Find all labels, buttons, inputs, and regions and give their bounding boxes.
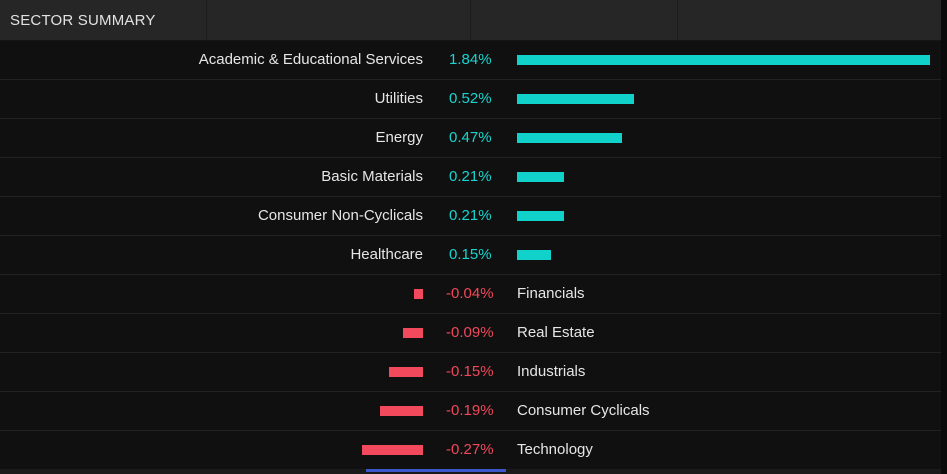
sector-row: Healthcare 0.15% xyxy=(0,236,941,275)
sector-value: 1.84% xyxy=(449,51,492,68)
sector-row: Basic Materials 0.21% xyxy=(0,158,941,197)
sector-row: Consumer Cyclicals -0.19% xyxy=(0,392,941,431)
sector-row: Real Estate -0.09% xyxy=(0,314,941,353)
sector-row: Technology -0.27% xyxy=(0,431,941,470)
bottom-tab-strip xyxy=(0,469,941,474)
sector-bar xyxy=(517,172,564,182)
panel-title: SECTOR SUMMARY xyxy=(10,12,156,29)
sector-row: Utilities 0.52% xyxy=(0,80,941,119)
panel-header: SECTOR SUMMARY xyxy=(0,0,941,41)
sector-label: Financials xyxy=(517,285,585,302)
sector-bar xyxy=(389,367,423,377)
sector-rows: Academic & Educational Services 1.84% Util… xyxy=(0,41,941,470)
sector-bar xyxy=(380,406,423,416)
sector-row: Consumer Non-Cyclicals 0.21% xyxy=(0,197,941,236)
sector-label: Academic & Educational Services xyxy=(198,51,423,68)
scrollbar-gutter xyxy=(941,0,947,474)
sector-value: 0.15% xyxy=(449,246,492,263)
sector-label: Consumer Non-Cyclicals xyxy=(257,207,423,224)
sector-label: Utilities xyxy=(374,90,423,107)
sector-label: Healthcare xyxy=(350,246,423,263)
sector-row: Industrials -0.15% xyxy=(0,353,941,392)
sector-bar xyxy=(362,445,423,455)
sector-row: Energy 0.47% xyxy=(0,119,941,158)
sector-value: 0.52% xyxy=(449,90,492,107)
sector-value: 0.21% xyxy=(449,168,492,185)
header-divider xyxy=(677,0,678,40)
sector-bar xyxy=(517,94,634,104)
sector-bar xyxy=(403,328,423,338)
sector-label: Real Estate xyxy=(517,324,595,341)
sector-label: Energy xyxy=(375,129,423,146)
sector-label: Basic Materials xyxy=(321,168,423,185)
sector-bar xyxy=(517,133,622,143)
sector-row: Academic & Educational Services 1.84% xyxy=(0,41,941,80)
sector-bar xyxy=(517,211,564,221)
sector-label: Industrials xyxy=(517,363,586,380)
sector-bar xyxy=(517,250,551,260)
header-divider xyxy=(206,0,207,40)
sector-bar xyxy=(414,289,423,299)
sector-value: -0.15% xyxy=(446,363,494,380)
sector-value: -0.27% xyxy=(446,441,494,458)
sector-bar xyxy=(517,55,930,65)
sector-value: 0.21% xyxy=(449,207,492,224)
sector-label: Consumer Cyclicals xyxy=(517,402,650,419)
sector-value: -0.04% xyxy=(446,285,494,302)
sector-row: Financials -0.04% xyxy=(0,275,941,314)
active-tab-indicator xyxy=(366,469,506,472)
sector-value: -0.09% xyxy=(446,324,494,341)
header-divider xyxy=(470,0,471,40)
sector-value: -0.19% xyxy=(446,402,494,419)
sector-value: 0.47% xyxy=(449,129,492,146)
sector-label: Technology xyxy=(517,441,593,458)
